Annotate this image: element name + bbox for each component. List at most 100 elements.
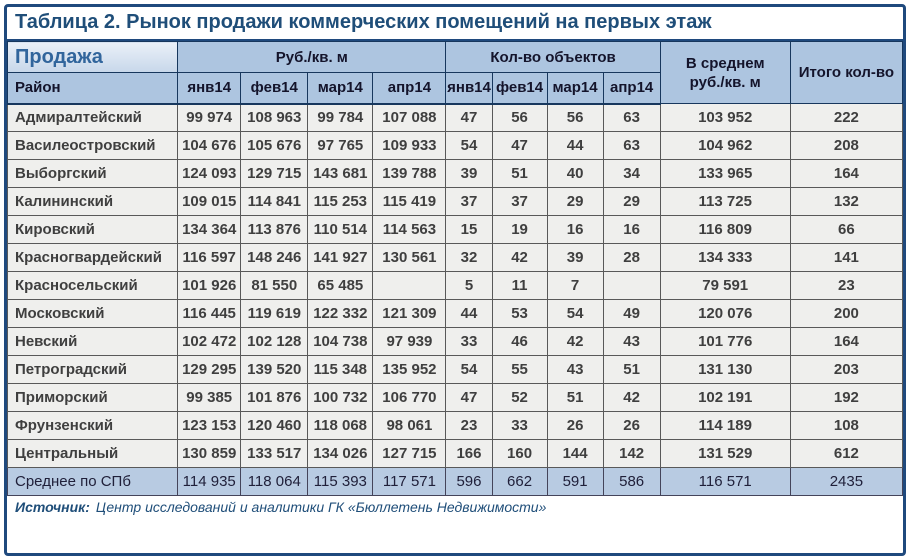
- price-cell: 123 153: [177, 411, 242, 440]
- district-cell: Адмиралтейский: [7, 103, 179, 132]
- avg-price-cell: 104 962: [659, 131, 791, 160]
- count-cell: 52: [491, 383, 548, 412]
- avg-price-cell: 116 571: [659, 467, 791, 496]
- count-cell: 43: [602, 327, 661, 356]
- price-cell: 115 419: [372, 187, 447, 216]
- count-cell: 19: [491, 215, 548, 244]
- avg-price-cell: 134 333: [659, 243, 791, 272]
- avg-price-cell: 101 776: [659, 327, 791, 356]
- table-row: Кировский 134 364 113 876 110 514 114 56…: [7, 215, 903, 244]
- count-cell: 596: [445, 467, 493, 496]
- count-cell: 54: [445, 131, 493, 160]
- report-frame: Таблица 2. Рынок продажи коммерческих по…: [4, 4, 906, 556]
- count-cell: 32: [445, 243, 493, 272]
- price-month-header: мар14: [307, 72, 374, 105]
- price-month-header: янв14: [177, 72, 242, 105]
- table-row: Адмиралтейский 99 974 108 963 99 784 107…: [7, 103, 903, 132]
- total-count-cell: 200: [789, 299, 903, 328]
- price-cell: 134 026: [307, 439, 374, 468]
- price-cell: 148 246: [240, 243, 309, 272]
- district-cell: Красносельский: [7, 271, 179, 300]
- price-cell: 97 939: [372, 327, 447, 356]
- price-month-header: апр14: [372, 72, 447, 105]
- avg-price-cell: 131 130: [659, 355, 791, 384]
- price-cell: 104 738: [307, 327, 374, 356]
- price-cell: 130 561: [372, 243, 447, 272]
- count-cell: 586: [602, 467, 661, 496]
- total-count-cell: 108: [789, 411, 903, 440]
- price-cell: 122 332: [307, 299, 374, 328]
- sales-table: Продажа Руб./кв. м Кол-во объектов В сре…: [7, 41, 903, 496]
- price-cell: 115 393: [307, 467, 374, 496]
- price-cell: 117 571: [372, 467, 447, 496]
- total-count-cell: 203: [789, 355, 903, 384]
- table-row: Выборгский 124 093 129 715 143 681 139 7…: [7, 159, 903, 188]
- count-cell: 51: [602, 355, 661, 384]
- avg-price-cell: 102 191: [659, 383, 791, 412]
- table-row: Петроградский 129 295 139 520 115 348 13…: [7, 355, 903, 384]
- district-cell: Среднее по СПб: [7, 467, 179, 496]
- price-cell: 97 765: [307, 131, 374, 160]
- price-cell: 107 088: [372, 103, 447, 132]
- price-cell: 133 517: [240, 439, 309, 468]
- total-count-cell: 208: [789, 131, 903, 160]
- avg-price-cell: 114 189: [659, 411, 791, 440]
- source-text: Центр исследований и аналитики ГК «Бюлле…: [95, 499, 547, 515]
- count-cell: 166: [445, 439, 493, 468]
- total-count-cell: 2435: [789, 467, 903, 496]
- price-cell: 116 597: [177, 243, 242, 272]
- count-cell: 144: [546, 439, 604, 468]
- district-cell: Кировский: [7, 215, 179, 244]
- price-cell: 98 061: [372, 411, 447, 440]
- total-count-cell: 23: [789, 271, 903, 300]
- price-cell: 120 460: [240, 411, 309, 440]
- total-count-cell: 612: [789, 439, 903, 468]
- count-cell: 28: [602, 243, 661, 272]
- count-cell: 47: [445, 383, 493, 412]
- count-cell: 55: [491, 355, 548, 384]
- count-cell: 15: [445, 215, 493, 244]
- price-cell: 104 676: [177, 131, 242, 160]
- total-count-cell: 164: [789, 327, 903, 356]
- price-cell: 124 093: [177, 159, 242, 188]
- table-row: Московский 116 445 119 619 122 332 121 3…: [7, 299, 903, 328]
- price-cell: 129 715: [240, 159, 309, 188]
- price-cell: 99 385: [177, 383, 242, 412]
- district-cell: Приморский: [7, 383, 179, 412]
- count-cell: 662: [491, 467, 548, 496]
- price-month-header: фев14: [240, 72, 309, 105]
- price-cell: 110 514: [307, 215, 374, 244]
- count-cell: 39: [546, 243, 604, 272]
- total-count-cell: 164: [789, 159, 903, 188]
- count-cell: 39: [445, 159, 493, 188]
- table-row: Василеостровский 104 676 105 676 97 765 …: [7, 131, 903, 160]
- count-cell: 47: [445, 103, 493, 132]
- avg-price-cell: 79 591: [659, 271, 791, 300]
- total-count-cell: 132: [789, 187, 903, 216]
- count-cell: 46: [491, 327, 548, 356]
- total-count-header: Итого кол-во: [789, 41, 903, 104]
- count-cell: 42: [546, 327, 604, 356]
- avg-price-header-line1: В среднем: [685, 54, 765, 72]
- price-cell: 116 445: [177, 299, 242, 328]
- count-cell: 47: [491, 131, 548, 160]
- district-cell: Московский: [7, 299, 179, 328]
- count-cell: 44: [546, 131, 604, 160]
- price-cell: 99 974: [177, 103, 242, 132]
- count-month-header: апр14: [602, 72, 661, 105]
- count-cell: 142: [602, 439, 661, 468]
- count-cell: 34: [602, 159, 661, 188]
- price-cell: 118 068: [307, 411, 374, 440]
- count-cell: 11: [491, 271, 548, 300]
- price-cell: 101 926: [177, 271, 242, 300]
- count-cell: 40: [546, 159, 604, 188]
- count-cell: 16: [602, 215, 661, 244]
- price-cell: 121 309: [372, 299, 447, 328]
- price-cell: 81 550: [240, 271, 309, 300]
- price-cell: 109 015: [177, 187, 242, 216]
- table-row: Красногвардейский 116 597 148 246 141 92…: [7, 243, 903, 272]
- total-count-cell: 222: [789, 103, 903, 132]
- table-row: Красносельский 101 926 81 550 65 485 5 1…: [7, 271, 903, 300]
- district-cell: Выборгский: [7, 159, 179, 188]
- price-cell: 114 841: [240, 187, 309, 216]
